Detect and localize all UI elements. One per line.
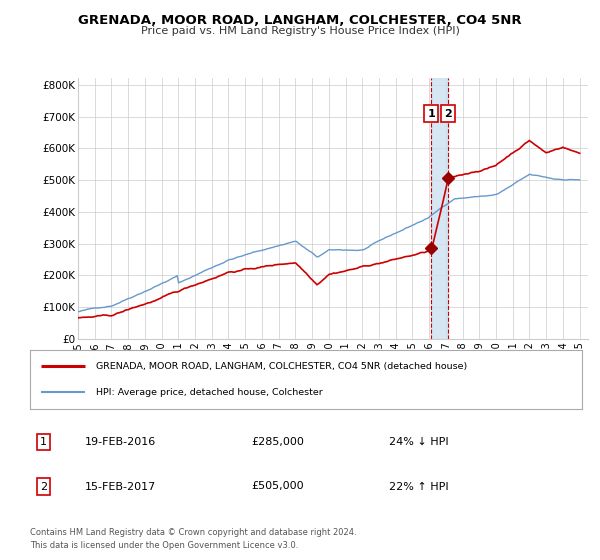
Text: GRENADA, MOOR ROAD, LANGHAM, COLCHESTER, CO4 5NR: GRENADA, MOOR ROAD, LANGHAM, COLCHESTER,… (78, 14, 522, 27)
Text: 22% ↑ HPI: 22% ↑ HPI (389, 482, 448, 492)
Text: £285,000: £285,000 (251, 437, 304, 447)
Text: HPI: Average price, detached house, Colchester: HPI: Average price, detached house, Colc… (96, 388, 323, 397)
Text: 15-FEB-2017: 15-FEB-2017 (85, 482, 157, 492)
Text: 2: 2 (444, 109, 452, 119)
Bar (431, 78, 448, 339)
Text: 2: 2 (40, 482, 47, 492)
Text: 1: 1 (40, 437, 47, 447)
Text: 24% ↓ HPI: 24% ↓ HPI (389, 437, 448, 447)
Text: Price paid vs. HM Land Registry's House Price Index (HPI): Price paid vs. HM Land Registry's House … (140, 26, 460, 36)
Text: GRENADA, MOOR ROAD, LANGHAM, COLCHESTER, CO4 5NR (detached house): GRENADA, MOOR ROAD, LANGHAM, COLCHESTER,… (96, 362, 467, 371)
Text: Contains HM Land Registry data © Crown copyright and database right 2024.: Contains HM Land Registry data © Crown c… (30, 528, 356, 536)
Text: 19-FEB-2016: 19-FEB-2016 (85, 437, 157, 447)
Text: 1: 1 (427, 109, 435, 119)
Text: This data is licensed under the Open Government Licence v3.0.: This data is licensed under the Open Gov… (30, 541, 298, 550)
Text: £505,000: £505,000 (251, 482, 304, 492)
